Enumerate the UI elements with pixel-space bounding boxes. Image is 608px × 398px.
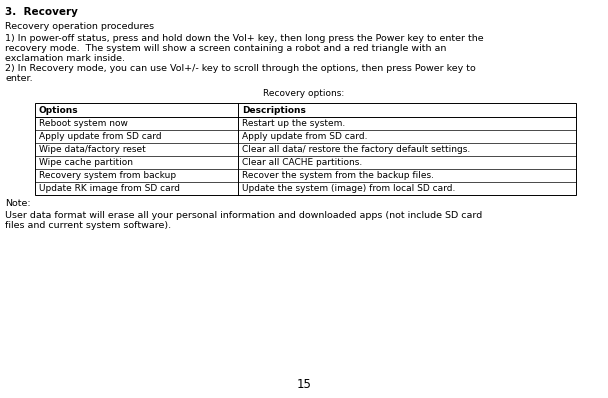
- Text: 15: 15: [297, 378, 311, 391]
- Text: Clear all data/ restore the factory default settings.: Clear all data/ restore the factory defa…: [242, 145, 470, 154]
- Text: Clear all CACHE partitions.: Clear all CACHE partitions.: [242, 158, 362, 167]
- Text: Apply update from SD card.: Apply update from SD card.: [242, 132, 367, 141]
- Text: Descriptions: Descriptions: [242, 105, 306, 115]
- Bar: [35, 103, 576, 195]
- Text: Recovery operation procedures: Recovery operation procedures: [5, 22, 154, 31]
- Text: Update RK image from SD card: Update RK image from SD card: [39, 184, 179, 193]
- Text: Note:: Note:: [5, 199, 30, 208]
- Text: Restart up the system.: Restart up the system.: [242, 119, 345, 128]
- Text: recovery mode.  The system will show a screen containing a robot and a red trian: recovery mode. The system will show a sc…: [5, 44, 446, 53]
- Text: Apply update from SD card: Apply update from SD card: [39, 132, 161, 141]
- Text: 1) In power-off status, press and hold down the Vol+ key, then long press the Po: 1) In power-off status, press and hold d…: [5, 34, 483, 43]
- Text: Options: Options: [39, 105, 78, 115]
- Text: Recover the system from the backup files.: Recover the system from the backup files…: [242, 171, 434, 180]
- Text: Reboot system now: Reboot system now: [39, 119, 128, 128]
- Text: Wipe data/factory reset: Wipe data/factory reset: [39, 145, 145, 154]
- Text: Recovery options:: Recovery options:: [263, 89, 345, 98]
- Text: Recovery system from backup: Recovery system from backup: [39, 171, 176, 180]
- Text: 2) In Recovery mode, you can use Vol+/- key to scroll through the options, then : 2) In Recovery mode, you can use Vol+/- …: [5, 64, 475, 73]
- Text: enter.: enter.: [5, 74, 33, 83]
- Text: files and current system software).: files and current system software).: [5, 221, 171, 230]
- Text: Update the system (image) from local SD card.: Update the system (image) from local SD …: [242, 184, 455, 193]
- Text: exclamation mark inside.: exclamation mark inside.: [5, 54, 125, 63]
- Text: 3.  Recovery: 3. Recovery: [5, 7, 78, 17]
- Text: User data format will erase all your personal information and downloaded apps (n: User data format will erase all your per…: [5, 211, 482, 220]
- Text: Wipe cache partition: Wipe cache partition: [39, 158, 133, 167]
